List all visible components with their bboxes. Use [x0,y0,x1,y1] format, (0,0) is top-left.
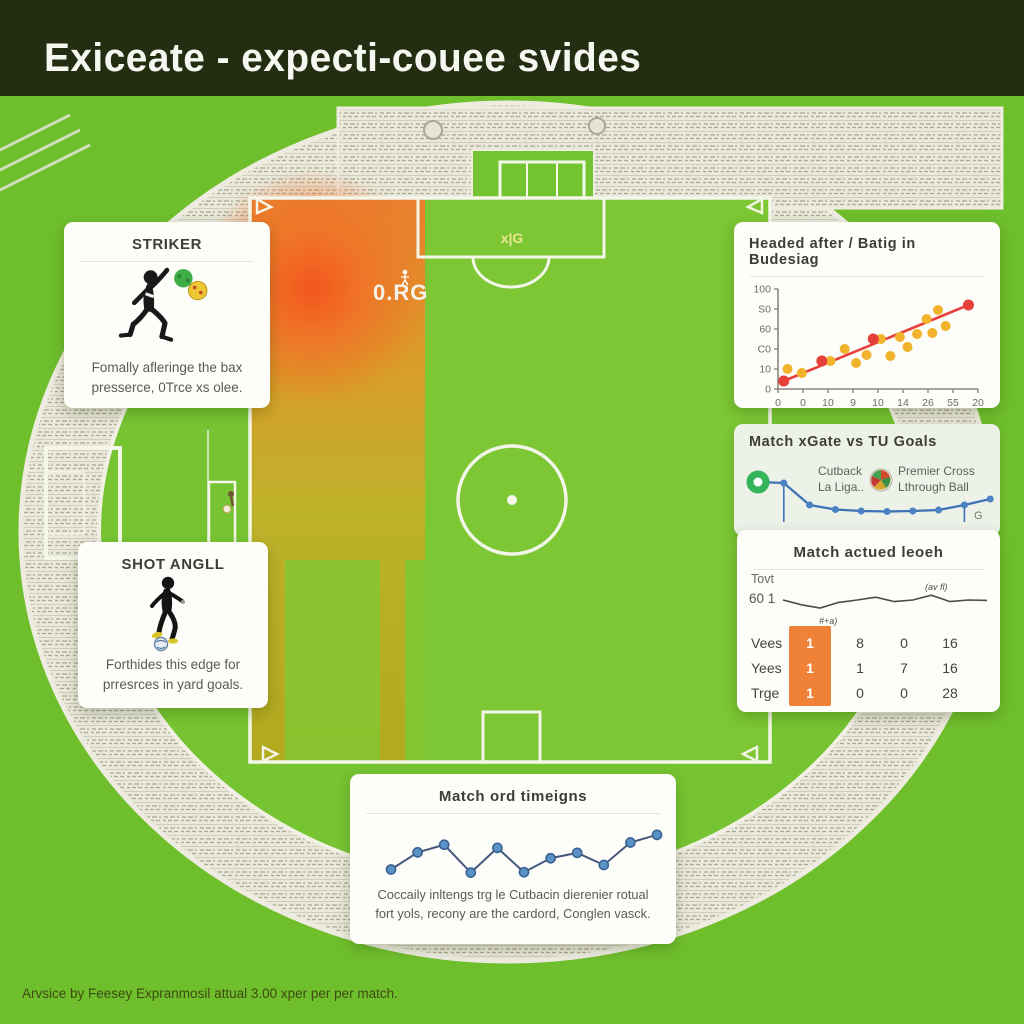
corner-flags [255,196,764,764]
svg-text:0: 0 [775,397,781,409]
heat-value-label: 0.RG [373,280,428,305]
svg-text:10: 10 [822,397,834,409]
svg-text:10: 10 [872,397,884,409]
pitch: x|G 0.RG [44,160,772,764]
kicking-player-icon [150,576,185,652]
xg-legend: Cutback La Liga.. Premier Cross Lthrough… [818,464,975,495]
center-circle [456,444,568,556]
spark-label-left: 60 1 [749,591,776,606]
legend-entry-premier-cross: Premier Cross Lthrough Ball [898,464,975,494]
scatter-card-title: Headed after / Batig in Budesiag [749,236,916,268]
header-bar: Exiceate - expecti-couee svides [0,0,1024,96]
striker-caption: Fomally afleringe the bax presserce, 0Tr… [91,360,243,395]
match-table-card: Match actued leoeh Tovt 60 1 #+a) (av fl… [737,530,1000,712]
table-row: Vees 1 8 0 16 [751,635,958,651]
svg-text:S0: S0 [758,304,771,316]
svg-text:20: 20 [972,397,984,409]
timeline-card-title: Match ord timeigns [438,788,588,805]
shot-illustration [78,573,268,653]
svg-text:26: 26 [922,397,934,409]
shot-angle-card: SHOT ANGLL Forthides this edge for [78,542,268,708]
svg-text:14: 14 [897,397,909,409]
spark-note-high: (av fl) [925,582,948,592]
center-spot [507,495,517,505]
svg-text:9: 9 [850,397,856,409]
table-card-title: Match actued leoeh [793,544,944,561]
penalty-arc-top [471,256,551,289]
svg-text:100: 100 [753,284,771,296]
penalty-box-top [416,199,606,259]
sparkline-chart [782,594,988,609]
club-crest-icon [869,468,893,492]
xg-line-chart [746,470,994,522]
xg-area-label: x|G [501,230,524,246]
page-title: Exiceate - expecti-couee svides [44,36,642,80]
timeline-caption: Coccaily inltengs trg le Cutbacin dieren… [375,887,651,921]
timeline-chart [385,829,663,879]
svg-text:0: 0 [800,397,806,409]
spark-note-low: #+a) [819,616,838,626]
shot-caption: Forthides this edge for prresrces in yar… [102,657,244,692]
highlight-column [789,626,831,706]
svg-text:0: 0 [765,384,771,396]
striker-illustration [64,266,270,354]
xg-card-title: Match xGate vs TU Goals [749,434,937,450]
striker-card: STRIKER F [64,222,270,408]
divider [750,276,984,277]
footer-credit: Arvsice by Feesey Expranmosil attual 3.0… [22,986,398,1001]
svg-text:55: 55 [947,397,959,409]
svg-text:10: 10 [759,364,771,376]
spark-label-top: Tovt [751,572,774,586]
table-row: Trge 1 0 0 28 [751,685,958,701]
xg-line-card: Match xGate vs TU Goals Cutback La Liga.… [734,424,1000,536]
divider [753,569,984,570]
divider [366,813,660,814]
svg-text:C0: C0 [758,344,772,356]
svg-text:60: 60 [759,324,771,336]
running-player-icon [118,267,208,342]
striker-card-title: STRIKER [131,236,203,253]
mini-player-icon [222,491,235,514]
goal-box-bottom [481,710,542,764]
shot-card-title: SHOT ANGLL [121,556,225,573]
table-row: Yees 1 1 7 16 [751,660,958,676]
legend-entry-cutback: Cutback La Liga.. [818,464,865,494]
divider [80,261,254,262]
heat-value-group: 0.RG [373,269,428,305]
scatter-card: Headed after / Batig in Budesiag 100 S0 60… [734,222,1000,409]
timeline-card: Match ord timeigns Coccaily inltengs trg… [350,774,676,944]
xg-corner-label: G [974,510,983,522]
